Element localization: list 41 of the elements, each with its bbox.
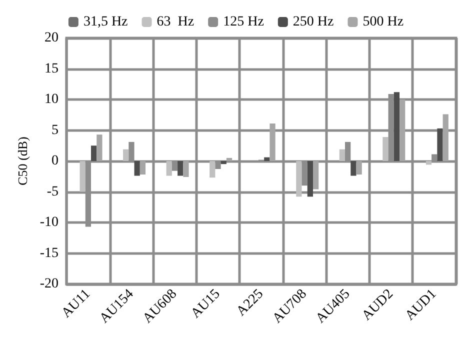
legend-label: 125 Hz — [223, 14, 264, 30]
y-tick-label: -10 — [40, 215, 59, 230]
y-tick-label: 0 — [52, 154, 59, 168]
bar — [96, 134, 102, 161]
y-axis-title: C50 (dB) — [15, 136, 30, 186]
bar — [80, 161, 86, 192]
y-tick-label: 10 — [44, 92, 59, 107]
bar — [270, 123, 276, 161]
y-tick-label: -5 — [46, 184, 59, 200]
bar — [296, 161, 302, 197]
y-tick-label: -15 — [40, 246, 59, 261]
y-tick-label: -20 — [40, 276, 59, 292]
bar — [437, 128, 443, 161]
bar — [426, 161, 432, 165]
bar — [356, 161, 362, 175]
bar — [220, 161, 226, 164]
bar — [183, 161, 189, 177]
bar — [226, 158, 232, 161]
bar — [210, 161, 216, 178]
bar — [339, 149, 346, 161]
bar — [140, 161, 146, 175]
bar — [442, 114, 448, 161]
y-tick-label: 20 — [44, 30, 59, 46]
bar — [307, 161, 313, 197]
legend-label: 63 Hz — [156, 14, 194, 30]
y-tick-label: 15 — [44, 61, 59, 76]
bar — [166, 161, 172, 176]
bar — [382, 137, 388, 161]
bar — [178, 161, 184, 176]
bar — [312, 161, 319, 190]
bar — [123, 149, 129, 161]
y-tick-label: 5 — [52, 122, 59, 138]
bar — [264, 157, 270, 161]
legend-label: 250 Hz — [292, 14, 334, 30]
legend-label: 31,5 Hz — [83, 14, 128, 30]
legend-label: 500 Hz — [362, 14, 404, 30]
bar — [400, 100, 406, 161]
bar — [350, 161, 356, 176]
bar — [134, 161, 140, 176]
bar — [394, 92, 400, 161]
bar — [91, 146, 97, 161]
